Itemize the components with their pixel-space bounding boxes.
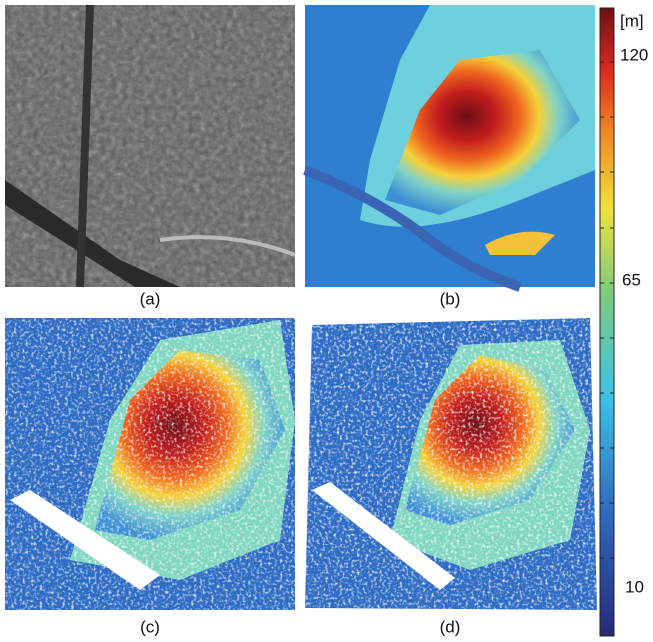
panel-a-image (5, 5, 295, 287)
panel-d-image (305, 318, 597, 610)
colorbar-unit: [m] (620, 11, 644, 30)
panel-label: (b) (440, 289, 461, 308)
colorbar-label: 120 (620, 45, 648, 64)
panel-b-image (305, 5, 595, 287)
panel-label: (a) (140, 289, 161, 308)
colorbar-label: 65 (622, 270, 641, 289)
colorbar: [m] 120 65 10 (600, 8, 648, 636)
panel-c-image (5, 318, 295, 610)
panel-label: (c) (140, 617, 160, 636)
figure: (a) (b) (c) (d) (0, 0, 653, 642)
panel-label: (d) (440, 617, 461, 636)
colorbar-label: 10 (625, 577, 644, 596)
page: {"panels": [{"label": "(a)"}, {"label": … (0, 0, 653, 642)
